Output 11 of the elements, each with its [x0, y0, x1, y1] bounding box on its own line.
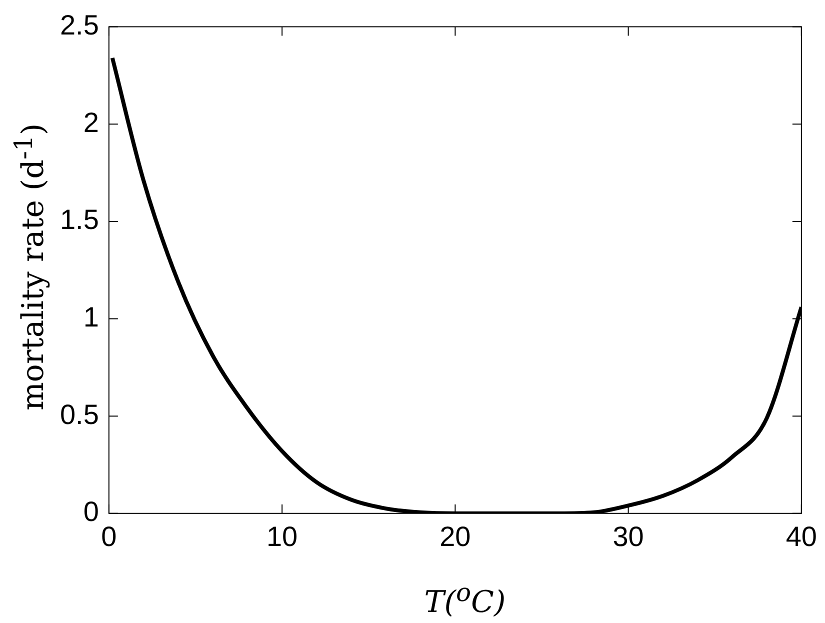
y-tick-label: 2.5 [60, 10, 99, 41]
y-tick-label: 0 [83, 496, 99, 528]
x-tick-label: 20 [440, 520, 471, 552]
y-tick-label: 1 [83, 301, 99, 332]
x-tick-label: 30 [612, 520, 644, 552]
y-tick-label: 0.5 [60, 398, 99, 430]
x-tick-label: 10 [266, 520, 298, 552]
y-tick-label: 2 [83, 106, 99, 138]
y-tick-label: 1.5 [60, 204, 99, 236]
x-tick-label: 40 [786, 520, 818, 552]
x-axis-title: T($^{o}$C) [424, 578, 506, 620]
